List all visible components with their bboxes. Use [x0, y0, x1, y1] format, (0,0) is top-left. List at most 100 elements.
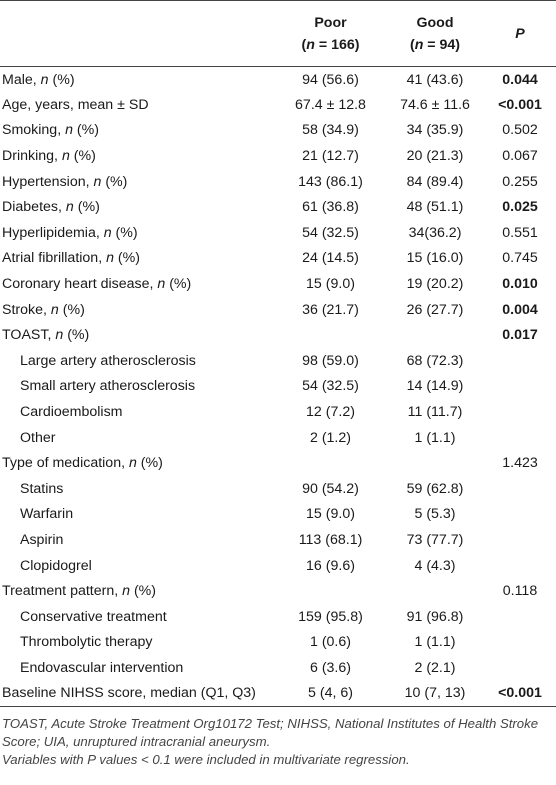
p-value: 0.044 — [502, 71, 538, 88]
table-row: Thrombolytic therapy 1 (0.6) 1 (1.1) — [0, 630, 556, 656]
row-label: TOAST, n (%) — [2, 327, 90, 344]
table-row: Statins 90 (54.2) 59 (62.8) — [0, 476, 556, 502]
header-good-label: Good — [416, 14, 454, 31]
row-label: Warfarin — [20, 506, 74, 523]
p-value — [484, 630, 556, 656]
p-value — [484, 553, 556, 579]
good-value: 74.6 ± 11.6 — [400, 96, 470, 113]
good-value — [386, 322, 484, 348]
p-value — [484, 425, 556, 451]
poor-value: 58 (34.9) — [302, 122, 359, 139]
p-value: 0.118 — [502, 583, 538, 600]
row-label: Hyperlipidemia, n (%) — [2, 224, 138, 241]
row-label: Smoking, n (%) — [2, 122, 99, 139]
poor-value: 6 (3.6) — [309, 659, 351, 676]
good-value: 91 (96.8) — [406, 608, 464, 625]
row-label: Clopidogrel — [20, 557, 92, 574]
good-value: 48 (51.1) — [406, 199, 464, 216]
header-poor-label: Poor — [314, 14, 347, 31]
baseline-characteristics-table: Poor (n = 166) Good (n = 94) P Male, n (… — [0, 0, 556, 707]
good-value: 34 (35.9) — [406, 122, 464, 139]
row-label: Drinking, n (%) — [2, 148, 96, 165]
p-value — [484, 527, 556, 553]
footnote-abbreviations: TOAST, Acute Stroke Treatment Org10172 T… — [2, 715, 539, 749]
good-value: 2 (2.1) — [414, 659, 456, 676]
poor-value: 98 (59.0) — [302, 352, 359, 369]
table-body: Male, n (%) 94 (56.6) 41 (43.6) 0.044 Age, y… — [0, 67, 556, 707]
row-label: Endovascular intervention — [20, 659, 184, 676]
row-label: Type of medication, n (%) — [2, 455, 163, 472]
good-value: 5 (5.3) — [414, 506, 456, 523]
row-label: Aspirin — [20, 531, 64, 548]
table-row: Smoking, n (%) 58 (34.9) 34 (35.9) 0.502 — [0, 118, 556, 144]
p-value: 1.423 — [502, 455, 538, 472]
poor-value: 90 (54.2) — [302, 480, 359, 497]
footnote-regression-note: Variables with P values < 0.1 were inclu… — [2, 751, 410, 767]
table-row: Endovascular intervention 6 (3.6) 2 (2.1) — [0, 655, 556, 681]
row-label: Small artery atherosclerosis — [20, 378, 196, 395]
good-value: 73 (77.7) — [406, 531, 464, 548]
poor-value: 12 (7.2) — [306, 404, 355, 421]
p-value: 0.004 — [502, 301, 538, 318]
table-row: Drinking, n (%) 21 (12.7) 20 (21.3) 0.067 — [0, 143, 556, 169]
poor-value: 54 (32.5) — [302, 378, 359, 395]
row-label: Male, n (%) — [2, 71, 75, 88]
row-label: Conservative treatment — [20, 608, 167, 625]
table-row: TOAST, n (%) 0.017 — [0, 322, 556, 348]
table-row: Large artery atherosclerosis 98 (59.0) 68 … — [0, 348, 556, 374]
good-value: 1 (1.1) — [414, 429, 456, 446]
p-value: 0.017 — [502, 327, 538, 344]
poor-value: 16 (9.6) — [306, 557, 355, 574]
header-poor: Poor (n = 166) — [275, 1, 386, 67]
row-label: Age, years, mean ± SD — [2, 96, 149, 113]
table-row: Cardioembolism 12 (7.2) 11 (11.7) — [0, 399, 556, 425]
good-value: 34(36.2) — [408, 224, 462, 241]
poor-value: 1 (0.6) — [309, 634, 351, 651]
table-row: Small artery atherosclerosis 54 (32.5) 14 … — [0, 374, 556, 400]
header-empty-cell — [0, 1, 275, 67]
poor-value: 2 (1.2) — [309, 429, 351, 446]
row-label: Other — [20, 429, 56, 446]
good-value: 14 (14.9) — [406, 378, 464, 395]
poor-value: 36 (21.7) — [302, 301, 359, 318]
p-value: 0.010 — [502, 276, 538, 293]
table-header: Poor (n = 166) Good (n = 94) P — [0, 0, 556, 67]
table-row: Baseline NIHSS score, median (Q1, Q3) 5 (… — [0, 681, 556, 707]
good-value: 26 (27.7) — [406, 301, 464, 318]
p-value: 0.255 — [502, 173, 538, 190]
table-row: Atrial fibrillation, n (%) 24 (14.5) 15 (1… — [0, 246, 556, 272]
poor-value: 67.4 ± 12.8 — [295, 96, 366, 113]
table-row: Warfarin 15 (9.0) 5 (5.3) — [0, 502, 556, 528]
table-footnote: TOAST, Acute Stroke Treatment Org10172 T… — [0, 707, 554, 769]
row-label: Thrombolytic therapy — [20, 634, 153, 651]
p-value — [484, 476, 556, 502]
poor-value: 15 (9.0) — [306, 506, 355, 523]
header-poor-n: (n = 166) — [301, 36, 360, 53]
table-row: Hypertension, n (%) 143 (86.1) 84 (89.4) 0.… — [0, 169, 556, 195]
table-row: Clopidogrel 16 (9.6) 4 (4.3) — [0, 553, 556, 579]
p-value: 0.502 — [502, 122, 538, 139]
poor-value: 159 (95.8) — [298, 608, 363, 625]
header-good-n: (n = 94) — [409, 36, 461, 53]
header-p-value: P — [515, 25, 525, 42]
poor-value: 94 (56.6) — [302, 71, 359, 88]
row-label: Atrial fibrillation, n (%) — [2, 250, 140, 267]
row-label: Stroke, n (%) — [2, 301, 85, 318]
p-value — [484, 399, 556, 425]
p-value — [484, 374, 556, 400]
table-row: Aspirin 113 (68.1) 73 (77.7) — [0, 527, 556, 553]
poor-value: 113 (68.1) — [298, 531, 363, 548]
good-value: 11 (11.7) — [407, 404, 463, 421]
poor-value — [275, 322, 386, 348]
p-value — [484, 655, 556, 681]
header-good: Good (n = 94) — [386, 1, 484, 67]
poor-value: 21 (12.7) — [302, 148, 359, 165]
table-row: Coronary heart disease, n (%) 15 (9.0) 19 … — [0, 271, 556, 297]
poor-value: 15 (9.0) — [306, 276, 355, 293]
good-value: 19 (20.2) — [406, 276, 464, 293]
table-row: Male, n (%) 94 (56.6) 41 (43.6) 0.044 — [0, 67, 556, 93]
poor-value — [275, 578, 386, 604]
good-value — [386, 450, 484, 476]
row-label: Baseline NIHSS score, median (Q1, Q3) — [2, 685, 256, 702]
